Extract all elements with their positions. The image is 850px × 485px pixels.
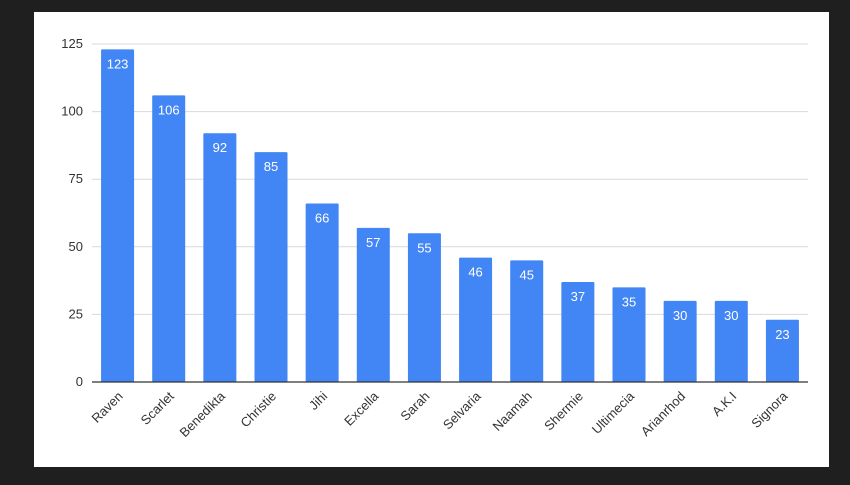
- data-label: 66: [315, 211, 329, 226]
- y-tick-label: 100: [61, 104, 83, 119]
- y-tick-label: 75: [69, 171, 83, 186]
- data-label: 123: [107, 56, 129, 71]
- x-tick-label: Sarah: [397, 389, 432, 424]
- x-tick-label: Raven: [89, 389, 126, 426]
- data-label: 30: [673, 308, 687, 323]
- x-tick-label: Arianrhod: [638, 389, 688, 439]
- x-tick-label: Christie: [237, 389, 279, 431]
- data-label: 45: [519, 267, 533, 282]
- data-label: 23: [775, 327, 789, 342]
- data-label: 106: [158, 102, 180, 117]
- bar: [305, 203, 339, 382]
- x-tick-label: Ultimecia: [589, 388, 638, 437]
- data-label: 46: [468, 265, 482, 280]
- data-label: 35: [622, 294, 636, 309]
- data-label: 37: [571, 289, 585, 304]
- bar: [152, 95, 186, 382]
- data-label: 57: [366, 235, 380, 250]
- y-tick-label: 125: [61, 36, 83, 51]
- y-tick-label: 0: [76, 374, 83, 389]
- data-label: 55: [417, 240, 431, 255]
- x-tick-label: Jihi: [306, 388, 330, 412]
- bar: [765, 319, 799, 382]
- bar: [663, 300, 697, 382]
- x-tick-label: Excella: [341, 388, 382, 429]
- x-tick-label: Benedikta: [176, 388, 228, 440]
- bar: [407, 233, 441, 382]
- bar: [714, 300, 748, 382]
- data-label: 30: [724, 308, 738, 323]
- x-tick-label: Scarlet: [138, 388, 177, 427]
- bar: [203, 133, 237, 382]
- bar: [510, 260, 544, 382]
- bar: [254, 152, 288, 382]
- bar: [101, 49, 135, 383]
- y-tick-label: 50: [69, 239, 83, 254]
- x-tick-label: Shermie: [541, 389, 586, 434]
- x-tick-label: A.K.I: [709, 389, 740, 420]
- y-tick-label: 25: [69, 306, 83, 321]
- bar: [459, 257, 493, 382]
- bar: [561, 281, 595, 382]
- x-tick-label: Naamah: [489, 389, 534, 434]
- x-tick-label: Signora: [748, 388, 791, 431]
- x-tick-label: Selvaria: [440, 388, 484, 432]
- bar: [612, 287, 646, 382]
- data-label: 85: [264, 159, 278, 174]
- data-label: 92: [213, 140, 227, 155]
- bar: [356, 227, 390, 382]
